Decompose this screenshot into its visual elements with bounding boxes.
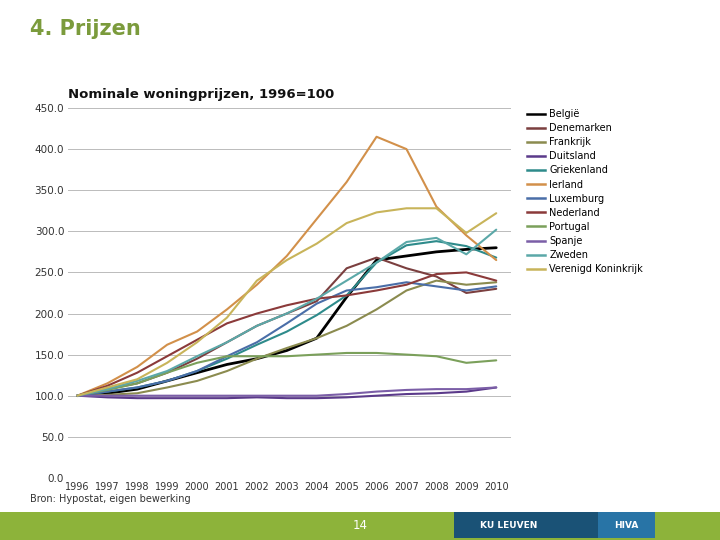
- Text: 14: 14: [353, 519, 367, 532]
- Text: 4. Prijzen: 4. Prijzen: [30, 19, 141, 39]
- Text: Bron: Hypostat, eigen bewerking: Bron: Hypostat, eigen bewerking: [30, 494, 191, 504]
- Text: Nominale woningprijzen, 1996=100: Nominale woningprijzen, 1996=100: [68, 88, 335, 102]
- Text: HIVA: HIVA: [614, 521, 639, 530]
- Text: KU LEUVEN: KU LEUVEN: [480, 521, 537, 530]
- Legend: België, Denemarken, Frankrijk, Duitsland, Griekenland, Ierland, Luxemburg, Neder: België, Denemarken, Frankrijk, Duitsland…: [527, 109, 643, 274]
